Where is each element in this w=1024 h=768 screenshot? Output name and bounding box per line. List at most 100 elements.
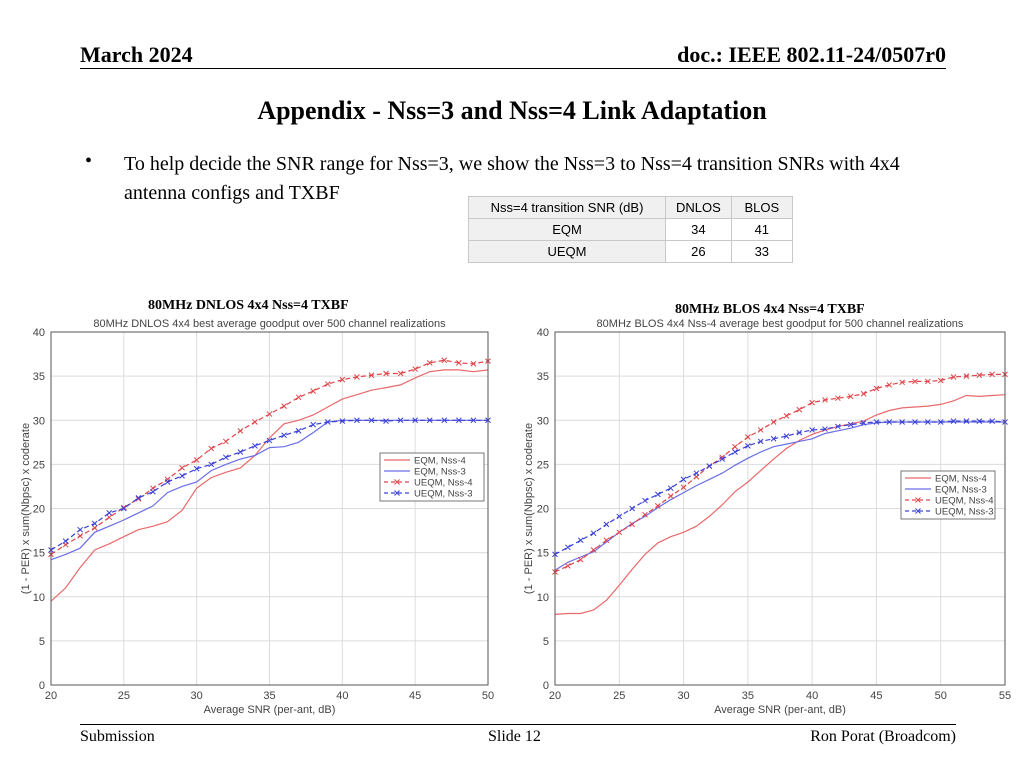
- data-point: [912, 419, 918, 425]
- y-tick-label: 5: [39, 636, 45, 648]
- table-cell: 34: [665, 218, 732, 241]
- data-point: [899, 419, 905, 425]
- data-point: [120, 505, 127, 512]
- data-point: [565, 544, 571, 551]
- bullet-text: To help decide the SNR range for Nss=3, …: [124, 153, 900, 204]
- data-point: [426, 417, 433, 424]
- transition-snr-table: Nss=4 transition SNR (dB) DNLOS BLOS EQM…: [468, 196, 793, 263]
- data-point: [629, 505, 635, 512]
- y-tick-label: 35: [537, 371, 549, 383]
- data-point: [237, 449, 244, 455]
- y-tick-label: 30: [537, 415, 549, 427]
- data-point: [252, 442, 258, 449]
- x-axis-label: Average SNR (per-ant, dB): [204, 704, 336, 716]
- footer-rule: [80, 724, 956, 725]
- y-tick-label: 20: [537, 504, 549, 516]
- y-axis-label: (1 - PER) x sum(Nbpsc) x coderate: [523, 423, 535, 594]
- data-point: [873, 419, 880, 425]
- data-point: [397, 370, 404, 377]
- data-point: [732, 449, 738, 455]
- data-point: [150, 488, 156, 495]
- data-point: [757, 427, 764, 433]
- y-tick-label: 40: [537, 327, 549, 339]
- data-point: [339, 376, 346, 383]
- data-point: [383, 418, 389, 424]
- data-point: [693, 470, 700, 477]
- data-point: [590, 547, 597, 553]
- data-point: [873, 385, 880, 392]
- data-point: [324, 419, 331, 425]
- data-point: [770, 419, 777, 425]
- data-point: [193, 457, 200, 463]
- data-point: [106, 514, 113, 521]
- data-point: [757, 438, 764, 445]
- legend-marker: [915, 497, 921, 503]
- axes-frame: [554, 331, 1006, 686]
- x-axis-label: Average SNR (per-ant, dB): [714, 704, 846, 716]
- y-tick-label: 10: [33, 592, 45, 604]
- table-row: UEQM 26 33: [468, 240, 793, 263]
- data-point: [252, 419, 258, 425]
- data-point: [266, 411, 273, 417]
- data-point: [222, 454, 229, 461]
- legend-label: UEQM, Nss-4: [935, 496, 994, 507]
- data-point: [426, 360, 433, 366]
- y-tick-label: 25: [33, 459, 45, 471]
- table-cell: 41: [730, 218, 793, 241]
- data-point: [577, 556, 584, 563]
- data-point: [77, 526, 83, 533]
- data-point: [770, 435, 777, 442]
- chart-title: 80MHz DNLOS 4x4 best average goodput ove…: [93, 318, 446, 330]
- data-point: [860, 420, 867, 426]
- data-point: [989, 418, 995, 424]
- data-point: [667, 485, 674, 492]
- data-point: [208, 445, 215, 452]
- data-point: [281, 432, 287, 439]
- data-point: [412, 366, 419, 372]
- data-point: [937, 419, 944, 425]
- y-tick-label: 40: [33, 327, 45, 339]
- bullet-marker: •: [85, 150, 93, 172]
- table-cell: UEQM: [468, 240, 666, 263]
- data-point: [783, 433, 790, 439]
- data-point: [135, 495, 142, 501]
- y-tick-label: 10: [537, 592, 549, 604]
- data-point: [412, 417, 419, 424]
- data-point: [745, 442, 751, 449]
- legend-label: EQM, Nss-3: [414, 467, 466, 478]
- dnlos-goodput-chart: 80MHz DNLOS 4x4 best average goodput ove…: [20, 318, 494, 716]
- y-tick-label: 30: [33, 415, 45, 427]
- legend-marker: [915, 508, 921, 514]
- data-point: [642, 511, 648, 518]
- data-point: [822, 397, 828, 403]
- x-tick-label: 50: [935, 690, 947, 702]
- axes-frame: [50, 331, 489, 686]
- data-point: [886, 419, 893, 425]
- data-point: [719, 456, 725, 462]
- blos-goodput-chart: 80MHz BLOS 4x4 Nss-4 average best goodpu…: [523, 318, 1011, 716]
- data-point: [822, 426, 828, 432]
- x-tick-label: 55: [999, 690, 1011, 702]
- data-point: [655, 491, 661, 498]
- plot-caption-blos: 80MHz BLOS 4x4 Nss=4 TXBF: [675, 302, 865, 317]
- data-point: [783, 412, 790, 419]
- y-tick-label: 0: [543, 680, 549, 692]
- data-point: [616, 513, 623, 520]
- data-point: [193, 465, 200, 472]
- table-header-cell: BLOS: [730, 196, 793, 219]
- slide-title: Appendix - Nss=3 and Nss=4 Link Adaptati…: [257, 96, 767, 125]
- legend-label: UEQM, Nss-3: [414, 489, 473, 500]
- data-point: [164, 479, 171, 485]
- data-point: [339, 418, 346, 424]
- data-point: [441, 357, 448, 364]
- data-point: [77, 533, 83, 539]
- data-point: [456, 417, 462, 424]
- legend-label: UEQM, Nss-4: [414, 478, 473, 489]
- data-point: [835, 423, 841, 430]
- y-tick-label: 0: [39, 680, 45, 692]
- data-point: [706, 463, 713, 469]
- data-point: [62, 538, 69, 545]
- y-tick-label: 25: [537, 459, 549, 471]
- y-axis-label: (1 - PER) x sum(Nbpsc) x coderate: [20, 423, 32, 594]
- series-line: [554, 421, 1005, 571]
